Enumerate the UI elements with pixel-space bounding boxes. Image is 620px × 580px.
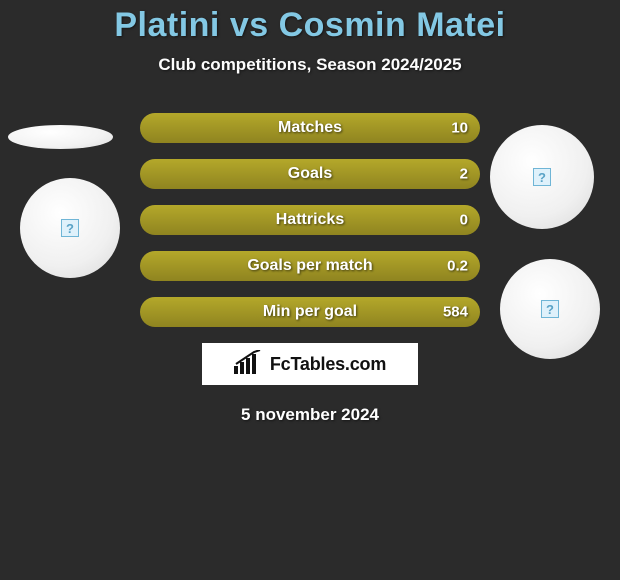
stat-value-right: 584 [443,304,468,321]
avatar-shadow-left [8,125,113,149]
comparison-bars: Matches10 Goals2 Hattricks0 Goals per match… [140,113,480,327]
stat-value-right: 2 [460,166,468,183]
stat-row: Min per goal584 [140,297,480,327]
chart-icon [234,350,264,379]
player-avatar-right-top: ? [490,125,594,229]
image-placeholder-icon: ? [541,300,559,318]
page-title: Platini vs Cosmin Matei [0,0,620,45]
stat-row: Hattricks0 [140,205,480,235]
brand-text: FcTables.com [270,354,386,375]
stat-row: Matches10 [140,113,480,143]
stat-row: Goals2 [140,159,480,189]
image-placeholder-icon: ? [61,219,79,237]
stat-label: Hattricks [140,211,480,229]
stats-area: ? ? ? Matches10 Goals2 Hattricks0 Goals per… [0,113,620,425]
stat-label: Goals [140,165,480,183]
stat-label: Matches [140,119,480,137]
subtitle: Club competitions, Season 2024/2025 [0,55,620,75]
image-placeholder-icon: ? [533,168,551,186]
stat-label: Min per goal [140,303,480,321]
stat-row: Goals per match0.2 [140,251,480,281]
brand-box: FcTables.com [202,343,418,385]
player-avatar-right-bottom: ? [500,259,600,359]
date-line: 5 november 2024 [0,405,620,425]
stat-value-right: 10 [451,120,468,137]
stat-value-right: 0 [460,212,468,229]
stat-label: Goals per match [140,257,480,275]
player-avatar-left: ? [20,178,120,278]
stat-value-right: 0.2 [447,258,468,275]
